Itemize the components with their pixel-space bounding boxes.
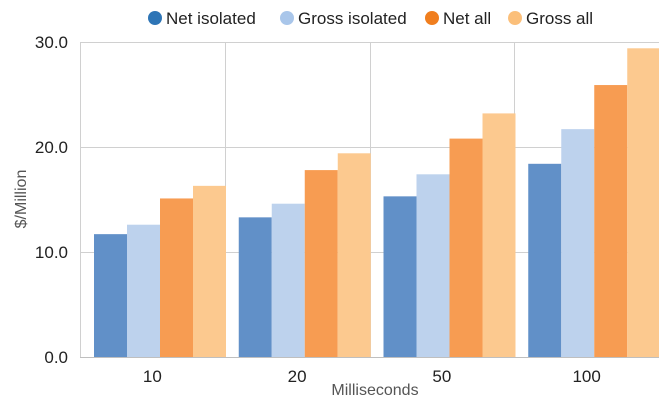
legend: Net isolated Gross isolated Net all Gross a…: [148, 9, 593, 28]
y-tick-label: 20.0: [35, 138, 68, 157]
bar-net-all-50: [449, 138, 483, 357]
bar-net-all-10: [160, 198, 193, 357]
legend-label: Gross isolated: [298, 9, 407, 28]
bar-gross-isolated-100: [561, 129, 595, 357]
x-tick-label: 50: [432, 367, 451, 386]
x-tick-label: 20: [288, 367, 307, 386]
bar-gross-all-50: [482, 113, 516, 358]
x-axis-ticks: 10 20 50 100: [143, 367, 601, 386]
legend-marker-net-all: [425, 11, 439, 25]
bar-gross-all-10: [193, 185, 226, 357]
legend-label: Net all: [443, 9, 491, 28]
bar-gross-all-100: [627, 48, 659, 358]
x-axis-title: Milliseconds: [331, 382, 418, 396]
legend-label: Gross all: [526, 9, 593, 28]
x-tick-label: 100: [572, 367, 600, 386]
bar-net-isolated-100: [528, 163, 562, 357]
bar-net-isolated-20: [238, 217, 272, 357]
y-tick-label: 10.0: [35, 243, 68, 262]
y-axis-title: $/Million: [13, 170, 30, 229]
y-tick-label: 30.0: [35, 33, 68, 52]
bar-net-all-100: [594, 85, 628, 358]
y-axis-ticks: 0.0 10.0 20.0 30.0: [35, 33, 68, 367]
bar-gross-all-20: [337, 153, 371, 357]
legend-marker-net-isolated: [148, 11, 162, 25]
legend-marker-gross-all: [508, 11, 522, 25]
bar-net-all-20: [304, 170, 338, 357]
bar-gross-isolated-20: [271, 203, 305, 357]
bar-gross-isolated-10: [127, 224, 160, 357]
y-tick-label: 0.0: [44, 348, 68, 367]
bar-gross-isolated-50: [416, 174, 450, 357]
legend-marker-gross-isolated: [280, 11, 294, 25]
bar-net-isolated-50: [383, 196, 417, 357]
legend-label: Net isolated: [166, 9, 256, 28]
bars: [94, 48, 659, 358]
bar-net-isolated-10: [94, 234, 127, 357]
x-tick-label: 10: [143, 367, 162, 386]
